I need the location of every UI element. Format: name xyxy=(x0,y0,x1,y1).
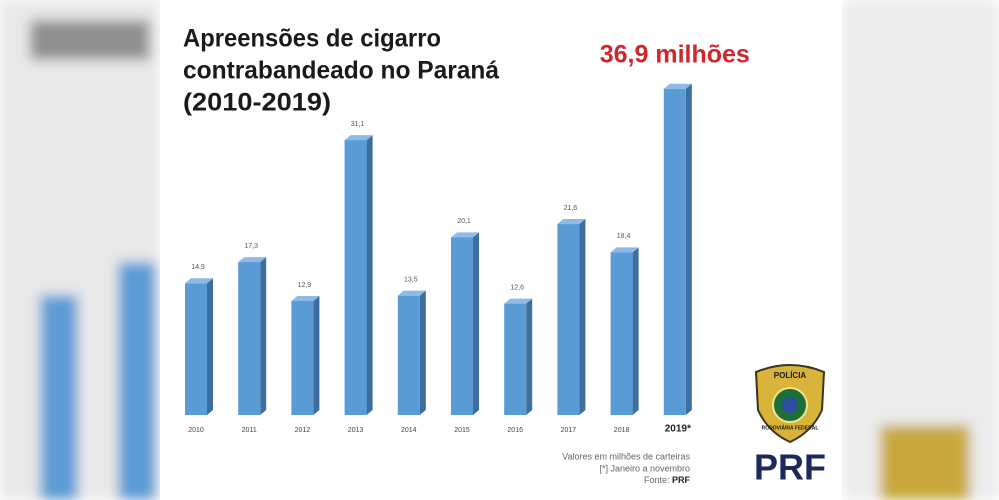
blurred-left xyxy=(0,0,160,500)
bar-side xyxy=(473,232,479,415)
bar xyxy=(238,262,261,415)
bar xyxy=(610,252,633,415)
x-tick-label: 2018 xyxy=(614,427,630,434)
source-name: PRF xyxy=(672,475,691,485)
value-label: 12,6 xyxy=(510,284,524,291)
logo: POLÍCIA RODOVIÁRIA FEDERAL PRF xyxy=(754,364,826,488)
bar xyxy=(185,283,207,415)
value-label: 14,9 xyxy=(191,264,205,271)
value-label: 17,3 xyxy=(244,243,258,250)
x-tick-label: 2012 xyxy=(295,427,311,434)
bar-side xyxy=(579,219,586,415)
bar-top xyxy=(238,257,267,263)
bar-side xyxy=(366,135,373,416)
highlight-label: 36,9 milhões xyxy=(600,41,750,69)
bar-side xyxy=(419,290,426,415)
value-label: 20,1 xyxy=(457,218,471,225)
value-label: 31,1 xyxy=(351,121,365,128)
x-tick-label: 2016 xyxy=(507,427,523,434)
bar-top xyxy=(451,232,479,238)
title: Apreensões de cigarro contrabandeado no … xyxy=(183,25,499,117)
x-tick-label: 2010 xyxy=(188,427,204,434)
bar xyxy=(504,303,527,415)
title-line: Apreensões de cigarro xyxy=(183,25,441,53)
bar-side xyxy=(207,278,213,415)
bar-top xyxy=(557,219,586,225)
note: [*] Janeiro a novembro xyxy=(599,463,690,473)
logo-bottom: RODOVIÁRIA FEDERAL xyxy=(762,424,819,431)
logo-emblem-inner xyxy=(782,397,798,413)
bar-top xyxy=(504,298,533,304)
x-tick-label: 2014 xyxy=(401,427,417,434)
bar-side xyxy=(260,257,267,415)
bar-side xyxy=(685,83,692,415)
x-tick-label: 2015 xyxy=(454,427,470,434)
logo-name: PRF xyxy=(754,447,826,488)
source-label: Fonte: xyxy=(644,475,670,485)
source: Fonte: PRF xyxy=(644,475,691,485)
bar-top xyxy=(610,247,639,253)
panel xyxy=(160,0,842,500)
title-line: (2010-2019) xyxy=(183,89,331,117)
x-tick-label: 2013 xyxy=(348,427,364,434)
value-label: 21,6 xyxy=(564,205,578,212)
bar-side xyxy=(632,247,639,415)
value-label: 18,4 xyxy=(617,233,631,240)
logo-top: POLÍCIA xyxy=(774,371,807,380)
blurred-right xyxy=(842,0,999,500)
bar xyxy=(663,88,686,415)
x-tick-label: 2011 xyxy=(242,427,257,434)
bar-top xyxy=(185,278,213,284)
bar-top xyxy=(397,290,426,296)
bar xyxy=(557,224,580,415)
notes: Valores em milhões de carteiras [*] Jane… xyxy=(562,451,690,485)
note: Valores em milhões de carteiras xyxy=(562,451,690,461)
value-label: 12,9 xyxy=(298,282,312,289)
bar-side xyxy=(526,298,533,415)
bar-side xyxy=(313,295,320,415)
bar xyxy=(291,300,314,415)
x-tick-label: 2019* xyxy=(665,424,691,435)
bar xyxy=(344,140,367,416)
bar-top xyxy=(291,295,320,301)
bar xyxy=(451,237,473,415)
value-label: 13,5 xyxy=(404,277,418,284)
bar-top xyxy=(344,135,373,141)
bar-top xyxy=(663,83,692,89)
title-line: contrabandeado no Paraná xyxy=(183,57,499,85)
bar xyxy=(397,295,420,415)
x-tick-label: 2017 xyxy=(561,427,577,434)
